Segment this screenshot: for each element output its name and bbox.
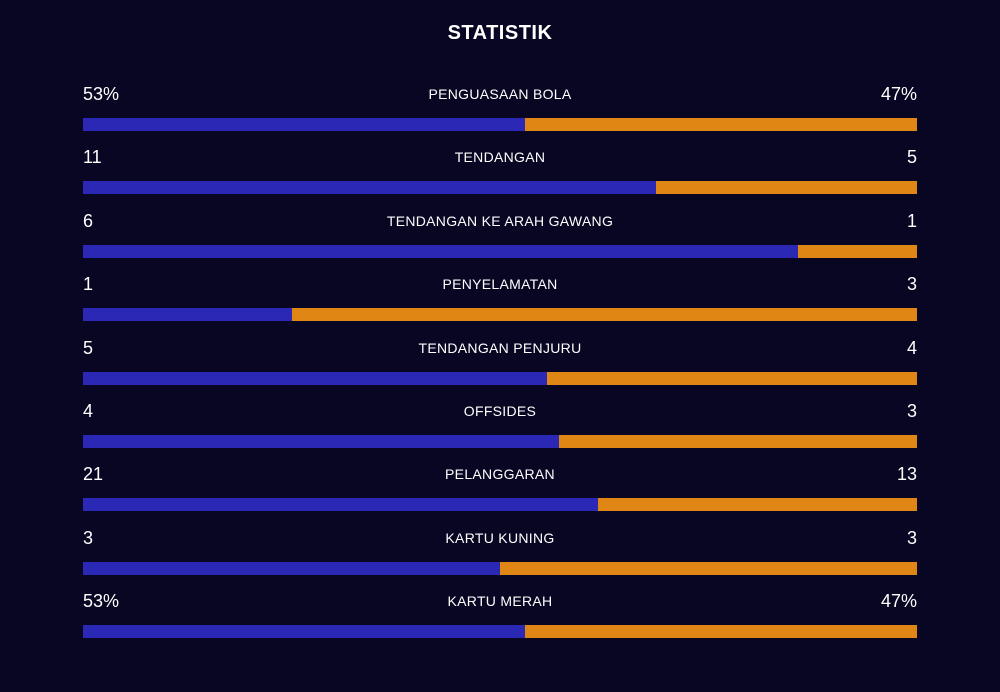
home-bar-fill [83,181,656,195]
away-bar-fill [598,498,917,512]
home-bar-fill [83,371,547,385]
comparison-bar [83,244,917,258]
home-bar-fill [83,308,292,322]
home-value: 53% [83,591,120,612]
stat-label: PENYELAMATAN [442,276,558,293]
home-bar-fill [83,625,525,639]
away-bar-fill [656,181,917,195]
stat-row-possession: 53% PENGUASAAN BOLA 47% [83,82,917,132]
stat-row-offsides: 4 OFFSIDES 3 [83,399,917,449]
home-bar-fill [83,561,500,575]
stat-row-shots-on-target: 6 TENDANGAN KE ARAH GAWANG 1 [83,209,917,259]
comparison-bar [83,625,917,639]
away-bar-fill [798,244,917,258]
home-value: 11 [83,147,102,168]
away-value: 13 [896,464,917,485]
comparison-bar [83,308,917,322]
stat-label: TENDANGAN PENJURU [418,339,582,356]
away-value: 4 [906,337,917,358]
away-bar-fill [559,435,917,448]
stat-row-saves: 1 PENYELAMATAN 3 [83,272,917,322]
page-title: STATISTIK [447,22,553,44]
away-value: 3 [906,527,917,548]
home-value: 53% [83,84,120,104]
home-value: 6 [83,210,94,231]
stat-label: OFFSIDES [463,403,537,419]
away-value: 3 [906,401,917,421]
stat-row-red-cards: 53% KARTU MERAH 47% [83,589,917,639]
away-value: 47% [880,591,917,612]
comparison-bar [83,498,917,512]
home-value: 5 [83,337,94,358]
away-bar-fill [525,625,917,639]
away-value: 5 [906,147,917,168]
home-value: 1 [83,274,94,295]
stat-label: PENGUASAAN BOLA [428,86,572,102]
home-bar-fill [83,118,525,131]
comparison-bar [83,561,917,575]
home-bar-fill [83,435,559,448]
stat-row-shots: 11 TENDANGAN 5 [83,145,917,195]
stat-label: TENDANGAN KE ARAH GAWANG [386,212,614,229]
stat-label: PELANGGARAN [445,466,555,483]
away-bar-fill [292,308,917,322]
stat-label: KARTU MERAH [447,593,553,610]
home-value: 4 [83,401,94,421]
comparison-bar [83,371,917,385]
away-value: 47% [880,84,917,104]
home-bar-fill [83,244,798,258]
away-bar-fill [525,118,917,131]
stat-row-fouls: 21 PELANGGARAN 13 [83,462,917,512]
away-bar-fill [500,561,917,575]
comparison-bar [83,435,917,448]
away-value: 3 [906,274,917,295]
stat-row-yellow-cards: 3 KARTU KUNING 3 [83,526,917,576]
away-bar-fill [547,371,917,385]
home-value: 3 [83,527,94,548]
stat-row-corners: 5 TENDANGAN PENJURU 4 [83,336,917,386]
home-value: 21 [83,464,104,485]
stat-label: TENDANGAN [454,149,546,166]
home-bar-fill [83,498,598,512]
stat-label: KARTU KUNING [445,529,555,546]
comparison-bar [83,181,917,195]
comparison-bar [83,118,917,131]
away-value: 1 [906,210,917,231]
